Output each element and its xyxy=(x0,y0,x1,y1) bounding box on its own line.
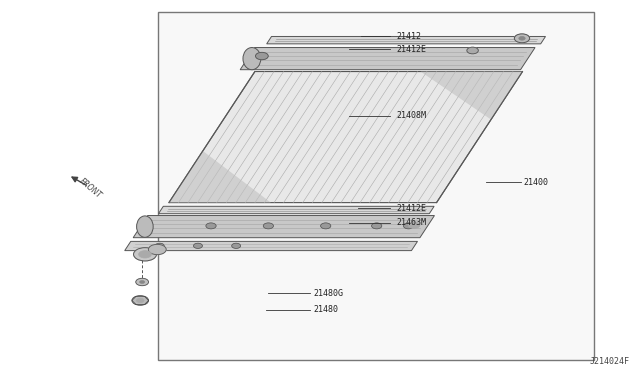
Text: 21408M: 21408M xyxy=(396,111,426,121)
Polygon shape xyxy=(267,36,545,44)
Circle shape xyxy=(136,278,148,286)
Polygon shape xyxy=(169,151,271,203)
Polygon shape xyxy=(240,48,535,70)
Circle shape xyxy=(467,47,478,54)
Polygon shape xyxy=(169,71,522,203)
Ellipse shape xyxy=(136,216,153,237)
Circle shape xyxy=(134,248,157,261)
Circle shape xyxy=(321,223,331,229)
Circle shape xyxy=(232,243,241,248)
Circle shape xyxy=(263,223,273,229)
Circle shape xyxy=(372,223,382,229)
Circle shape xyxy=(255,52,268,60)
Circle shape xyxy=(206,223,216,229)
Circle shape xyxy=(140,280,145,283)
Circle shape xyxy=(515,34,530,43)
Circle shape xyxy=(136,298,144,303)
Text: 21463M: 21463M xyxy=(396,218,426,227)
Polygon shape xyxy=(133,215,435,238)
Text: 21412: 21412 xyxy=(396,32,422,41)
Circle shape xyxy=(132,296,148,305)
Circle shape xyxy=(148,244,166,255)
Circle shape xyxy=(139,251,152,258)
Text: 21480: 21480 xyxy=(314,305,339,314)
Polygon shape xyxy=(420,71,522,119)
Circle shape xyxy=(408,222,420,228)
Circle shape xyxy=(519,36,525,40)
Ellipse shape xyxy=(243,48,261,70)
Text: 21412E: 21412E xyxy=(396,203,426,213)
Bar xyxy=(157,13,594,359)
Text: J214024F: J214024F xyxy=(589,357,629,366)
Circle shape xyxy=(193,243,202,248)
Polygon shape xyxy=(159,206,434,214)
Text: FRONT: FRONT xyxy=(78,177,104,201)
Text: 21480G: 21480G xyxy=(314,289,344,298)
Polygon shape xyxy=(125,241,417,251)
Circle shape xyxy=(403,223,413,229)
Text: 21400: 21400 xyxy=(524,178,549,187)
Circle shape xyxy=(156,243,164,248)
Text: 21412E: 21412E xyxy=(396,45,426,54)
